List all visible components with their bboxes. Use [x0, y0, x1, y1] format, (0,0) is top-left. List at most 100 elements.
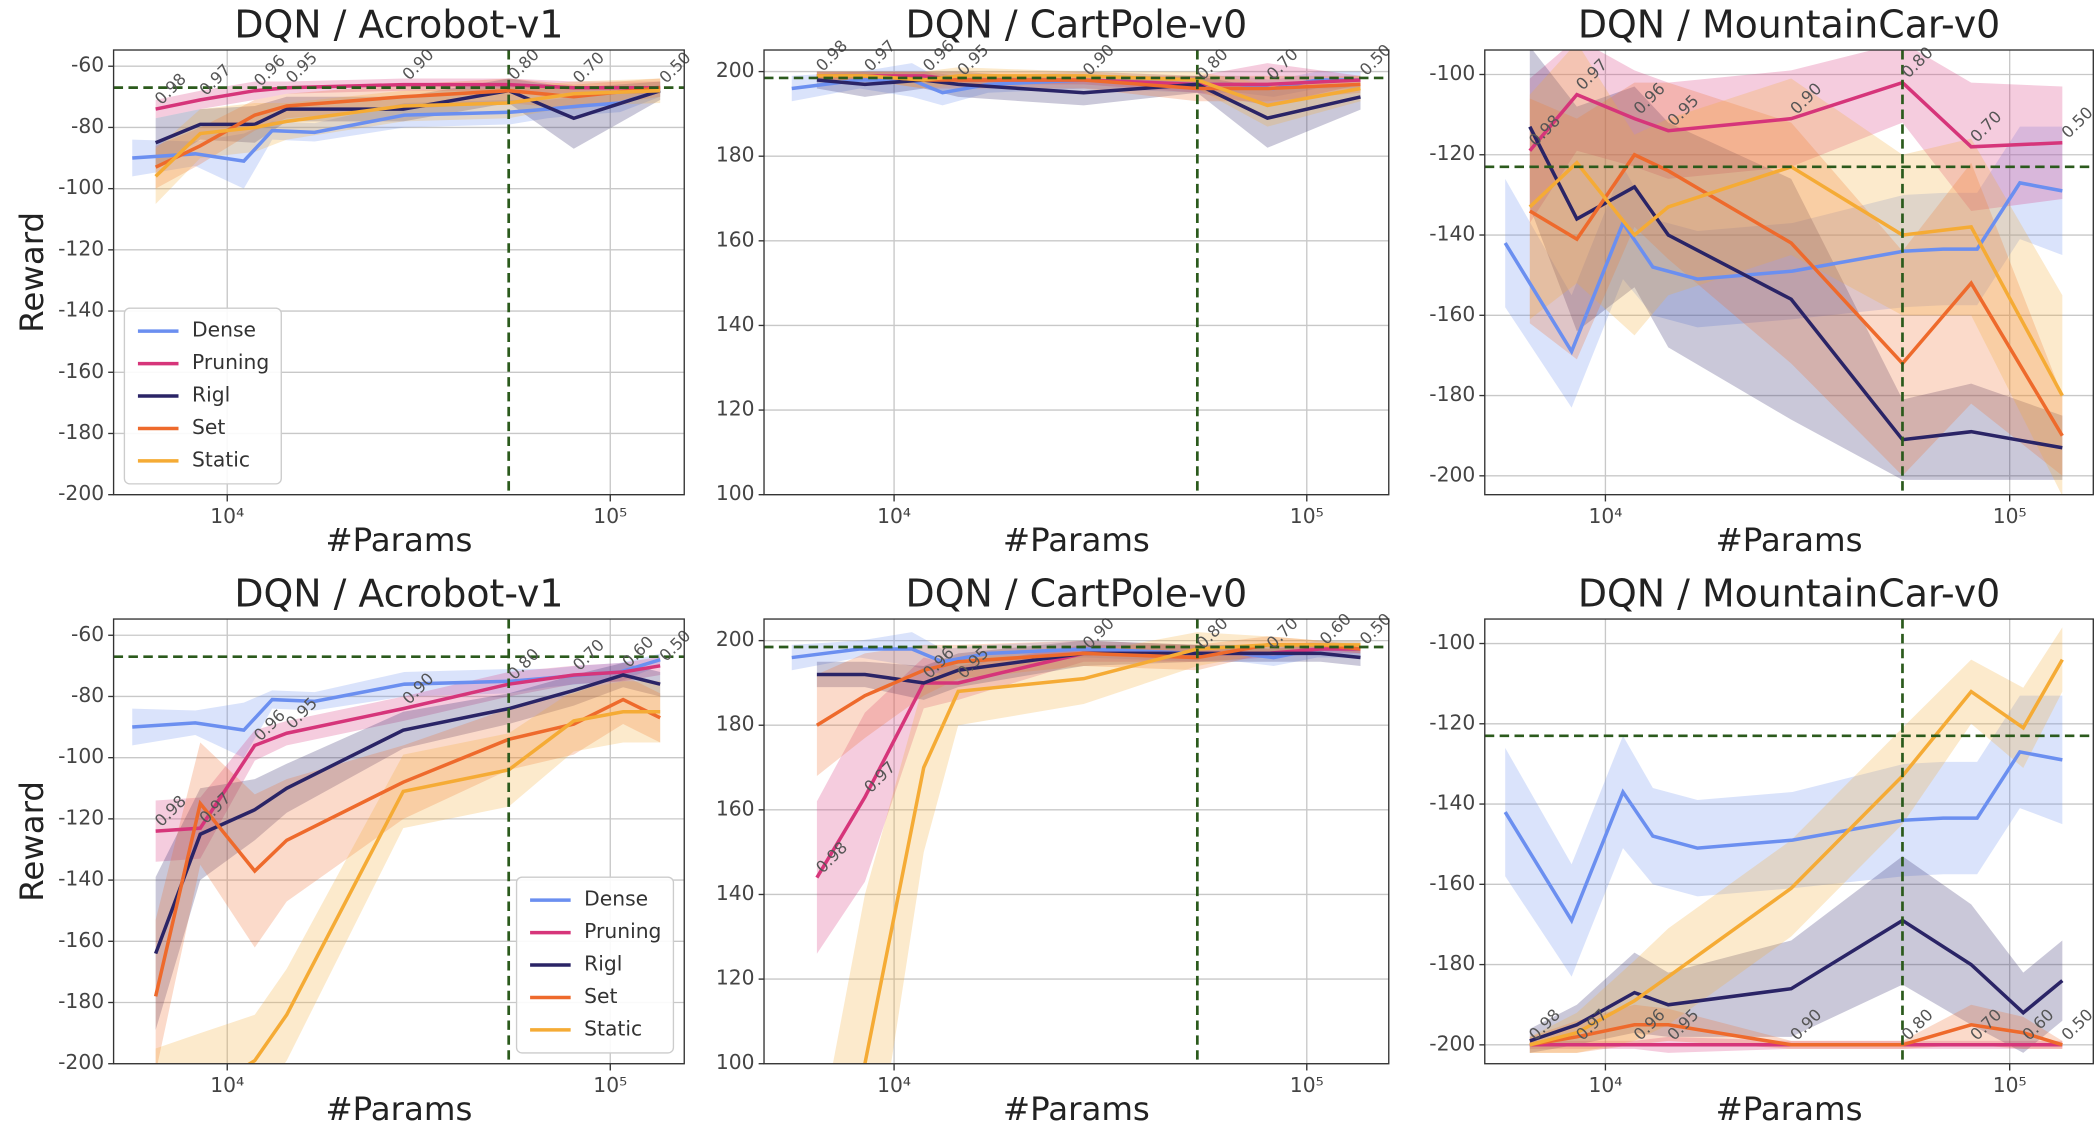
y-tick-label: -120 — [1429, 141, 1475, 165]
x-axis-label: #Params — [325, 521, 472, 559]
x-axis-label: #Params — [1003, 521, 1150, 559]
plot-frame — [1484, 618, 2094, 1065]
y-tick-label: -200 — [1429, 1031, 1475, 1055]
legend-label: Pruning — [192, 350, 269, 374]
error-band — [832, 632, 1361, 1064]
y-tick-label: -100 — [1429, 61, 1475, 85]
error-band — [155, 662, 661, 1031]
x-tick-label: 10⁵ — [593, 1073, 627, 1097]
legend-label: Set — [192, 415, 225, 439]
x-axis-label: #Params — [1716, 1090, 1863, 1128]
y-tick-label: 140 — [716, 881, 755, 905]
y-tick-label: 200 — [716, 58, 755, 82]
x-tick-label: 10⁵ — [1993, 504, 2027, 528]
x-axis-label: #Params — [325, 1090, 472, 1128]
legend-label: Rigl — [584, 952, 622, 976]
series-line — [246, 710, 661, 1064]
y-tick-label: 180 — [716, 712, 755, 736]
y-tick-label: -160 — [1429, 871, 1475, 895]
x-tick-label: 10⁵ — [1290, 1073, 1324, 1097]
legend-label: Rigl — [192, 383, 230, 407]
series-line — [155, 664, 661, 833]
plot-content — [1503, 50, 2064, 495]
legend-label: Dense — [584, 887, 648, 911]
x-tick-label: 10⁴ — [210, 504, 244, 528]
series-line — [863, 643, 1361, 1064]
legend-label: Set — [584, 984, 617, 1008]
plot-content — [132, 653, 661, 1064]
series-line — [1503, 180, 2063, 356]
series-line — [1529, 1022, 2063, 1047]
x-tick-label: 10⁵ — [1290, 504, 1324, 528]
y-tick-label: -60 — [71, 622, 104, 646]
plot-content — [1503, 627, 2064, 1053]
y-tick-label: -80 — [71, 683, 104, 707]
y-tick-label: -160 — [58, 928, 104, 952]
error-band — [816, 640, 1361, 700]
series-line — [1529, 658, 2064, 1047]
y-tick-label: -140 — [58, 298, 104, 322]
x-tick-label: 10⁴ — [877, 1073, 911, 1097]
error-band — [791, 63, 1361, 106]
y-tick-label: -120 — [1429, 710, 1475, 734]
y-tick-label: -100 — [58, 175, 104, 199]
plot-area — [764, 50, 1389, 495]
legend: Dense Pruning Rigl Set Static — [123, 307, 282, 485]
series-line — [1528, 80, 2063, 152]
y-tick-label: -60 — [71, 53, 104, 77]
y-tick-label: -160 — [58, 359, 104, 383]
plot-frame — [1484, 49, 2094, 496]
y-tick-label: -120 — [58, 236, 104, 260]
legend-label: Dense — [192, 318, 256, 342]
legend-label: Static — [584, 1016, 642, 1040]
legend-label: Pruning — [584, 919, 661, 943]
chart-title: DQN / MountainCar-v0 — [1578, 3, 2000, 47]
x-axis-label: #Params — [1003, 1090, 1150, 1128]
series-line — [1529, 918, 2064, 1043]
y-tick-label: -200 — [1429, 462, 1475, 486]
series-line — [154, 88, 661, 145]
y-tick-label: -160 — [1429, 302, 1475, 326]
series-line — [816, 78, 1361, 120]
error-band — [1505, 126, 2063, 408]
series-line — [153, 697, 661, 997]
y-tick-label: 160 — [716, 227, 755, 251]
y-tick-label: 120 — [716, 397, 755, 421]
y-tick-label: 160 — [716, 796, 755, 820]
legend-box — [515, 876, 675, 1054]
y-axis-label: Reward — [13, 781, 51, 902]
x-tick-label: 10⁵ — [593, 504, 627, 528]
series-line — [1528, 152, 2064, 437]
legend-label: Static — [192, 447, 250, 471]
plot-content — [791, 63, 1361, 148]
legend: Dense Pruning Rigl Set Static — [515, 876, 675, 1054]
y-tick-label: 140 — [716, 312, 755, 336]
series-line — [816, 74, 1361, 108]
x-tick-label: 10⁵ — [1993, 1073, 2027, 1097]
y-tick-label: -180 — [1429, 382, 1475, 406]
chart-title: DQN / MountainCar-v0 — [1578, 572, 2000, 616]
x-tick-label: 10⁴ — [1588, 1073, 1622, 1097]
y-tick-label: -140 — [1429, 791, 1475, 815]
y-axis-label: Reward — [13, 212, 51, 333]
y-tick-label: 200 — [716, 627, 755, 651]
plot-content — [791, 632, 1361, 1064]
error-band — [155, 681, 661, 1064]
y-tick-label: -140 — [58, 867, 104, 891]
error-band — [1529, 82, 2063, 476]
chart-title: DQN / CartPole-v0 — [906, 3, 1248, 47]
error-band — [816, 63, 1361, 106]
error-band — [1529, 1004, 2063, 1053]
plot-frame — [112, 618, 685, 1065]
y-tick-label: -200 — [58, 1050, 104, 1074]
legend-box — [123, 307, 282, 485]
y-tick-label: -180 — [58, 989, 104, 1013]
y-tick-label: -120 — [58, 805, 104, 829]
chart-title: DQN / CartPole-v0 — [906, 572, 1248, 616]
x-axis-label: #Params — [1716, 521, 1863, 559]
